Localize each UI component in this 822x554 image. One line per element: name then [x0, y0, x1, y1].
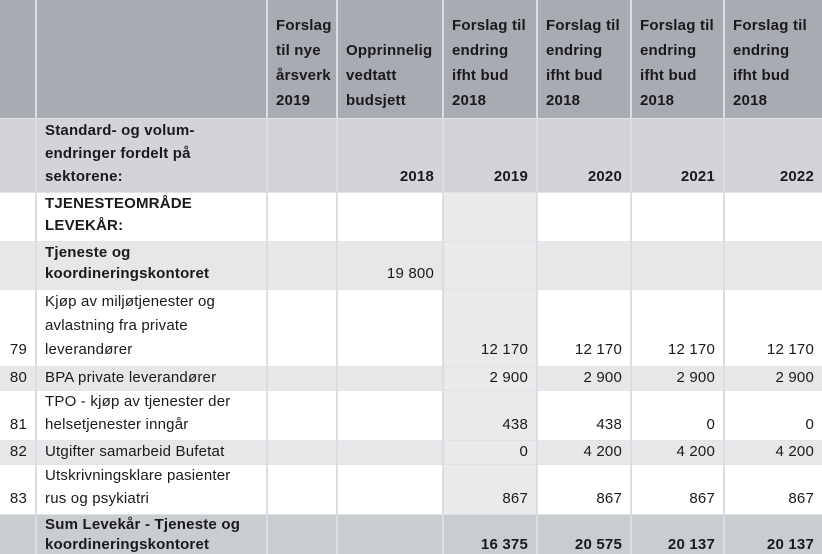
- cell-endring-2021: 12 170: [631, 289, 725, 367]
- cell-year-2021: 2021: [631, 118, 725, 192]
- cell-endring-2022: [724, 241, 822, 289]
- cell-endring-2020: [537, 241, 632, 289]
- cell-budsjett: [337, 366, 444, 391]
- cell-rownum: [0, 514, 37, 554]
- cell-budsjett-year: 2018: [337, 118, 444, 192]
- cell-endring-2021: 867: [631, 464, 725, 515]
- cell-aarsverk: [267, 241, 338, 289]
- cell-rownum: 80: [0, 366, 37, 391]
- cell-aarsverk: [267, 366, 338, 391]
- row-79: 79 Kjøp av miljøtjenester og avlastning …: [0, 289, 822, 367]
- cell-endring-2021: [631, 241, 725, 289]
- cell-endring-2020: 12 170: [537, 289, 632, 367]
- cell-endring-2019: 438: [443, 390, 538, 441]
- cell-rownum: [0, 192, 37, 241]
- cell-budsjett: [337, 514, 444, 554]
- row-sum-levekar: Sum Levekår - Tjeneste og koordineringsk…: [0, 514, 822, 554]
- cell-aarsverk: [267, 464, 338, 515]
- header-cell-description: [36, 0, 268, 118]
- row-tjenesteomrade-levekar: TJENESTEOMRÅDE LEVEKÅR:: [0, 192, 822, 241]
- row-81: 81 TPO - kjøp av tjenester der helsetjen…: [0, 390, 822, 441]
- row-80: 80 BPA private leverandører 2 900 2 900 …: [0, 366, 822, 391]
- header-cell-endring-2019: Forslag til endring ifht bud 2018: [443, 0, 538, 118]
- cell-rownum: 79: [0, 289, 37, 367]
- cell-endring-2021: 2 900: [631, 366, 725, 391]
- cell-year-2022: 2022: [779, 167, 814, 185]
- cell-endring-2020: 20 575: [537, 514, 632, 554]
- cell-budsjett: [337, 390, 444, 441]
- header-cell-aarsverk: Forslag til nye årsverk 2019: [267, 0, 338, 118]
- header-cell-endring-2022: Forslag til endring ifht bud 2018: [724, 0, 822, 118]
- cell-budsjett: [337, 440, 444, 465]
- cell-endring-2020: 2 900: [537, 366, 632, 391]
- cell-budsjett: [337, 192, 444, 241]
- cell-endring-2022: 2 900: [775, 369, 814, 387]
- row-standard-volum: Standard- og volum- endringer fordelt på…: [0, 118, 822, 192]
- cell-budsjett: [337, 464, 444, 515]
- cell-endring-2022: 12 170: [766, 341, 814, 359]
- cell-endring-2022: [724, 192, 822, 241]
- cell-endring-2022: 4 200: [775, 443, 814, 461]
- row-83: 83 Utskrivningsklare pasienter rus og ps…: [0, 464, 822, 515]
- cell-year-2019: 2019: [443, 118, 538, 192]
- cell-aarsverk: [267, 390, 338, 441]
- cell-endring-2021: 0: [631, 390, 725, 441]
- cell-endring-2020: [537, 192, 632, 241]
- cell-description: Kjøp av miljøtjenester og avlastning fra…: [36, 289, 268, 367]
- header-cell-rownum: [0, 0, 37, 118]
- cell-endring-2019: 867: [443, 464, 538, 515]
- header-cell-budsjett: Opprinnelig vedtatt budsjett: [337, 0, 444, 118]
- cell-endring-2021: [631, 192, 725, 241]
- cell-description: TJENESTEOMRÅDE LEVEKÅR:: [36, 192, 268, 241]
- cell-rownum: 83: [0, 464, 37, 515]
- header-cell-endring-2021: Forslag til endring ifht bud 2018: [631, 0, 725, 118]
- cell-endring-2019: 0: [443, 440, 538, 465]
- cell-description: TPO - kjøp av tjenester der helsetjenest…: [36, 390, 268, 441]
- header-row: Forslag til nye årsverk 2019 Opprinnelig…: [0, 0, 822, 118]
- cell-aarsverk: [267, 192, 338, 241]
- cell-endring-2020: 438: [537, 390, 632, 441]
- cell-endring-2019: 2 900: [443, 366, 538, 391]
- cell-description: Tjeneste og koordineringskontoret: [36, 241, 268, 289]
- cell-endring-2021: 4 200: [631, 440, 725, 465]
- cell-description: Sum Levekår - Tjeneste og koordineringsk…: [36, 514, 268, 554]
- cell-aarsverk: [267, 514, 338, 554]
- cell-description: Utgifter samarbeid Bufetat: [36, 440, 268, 465]
- row-tjeneste-koordineringskontoret: Tjeneste og koordineringskontoret 19 800: [0, 241, 822, 289]
- cell-endring-2021: 20 137: [631, 514, 725, 554]
- cell-endring-2020: 4 200: [537, 440, 632, 465]
- cell-description: Standard- og volum- endringer fordelt på…: [36, 118, 268, 192]
- cell-aarsverk: [267, 289, 338, 367]
- header-cell-endring-2020: Forslag til endring ifht bud 2018: [537, 0, 632, 118]
- cell-budsjett: 19 800: [337, 241, 444, 289]
- cell-endring-2022: 0: [805, 415, 814, 433]
- cell-aarsverk: [267, 440, 338, 465]
- cell-endring-2019: 16 375: [443, 514, 538, 554]
- cell-endring-2019: 12 170: [443, 289, 538, 367]
- cell-description: BPA private leverandører: [36, 366, 268, 391]
- row-82: 82 Utgifter samarbeid Bufetat 0 4 200 4 …: [0, 440, 822, 465]
- cell-rownum: [0, 241, 37, 289]
- cell-description: Utskrivningsklare pasienter rus og psyki…: [36, 464, 268, 515]
- cell-endring-2020: 867: [537, 464, 632, 515]
- cell-aarsverk: [267, 118, 338, 192]
- cell-rownum: 82: [0, 440, 37, 465]
- cell-rownum: 81: [0, 390, 37, 441]
- cell-endring-2019: [443, 241, 538, 289]
- cell-endring-2022: 20 137: [766, 536, 814, 554]
- cell-endring-2019: [443, 192, 538, 241]
- cell-budsjett: [337, 289, 444, 367]
- cell-year-2020: 2020: [537, 118, 632, 192]
- cell-rownum: [0, 118, 37, 192]
- cell-endring-2022: 867: [788, 489, 814, 507]
